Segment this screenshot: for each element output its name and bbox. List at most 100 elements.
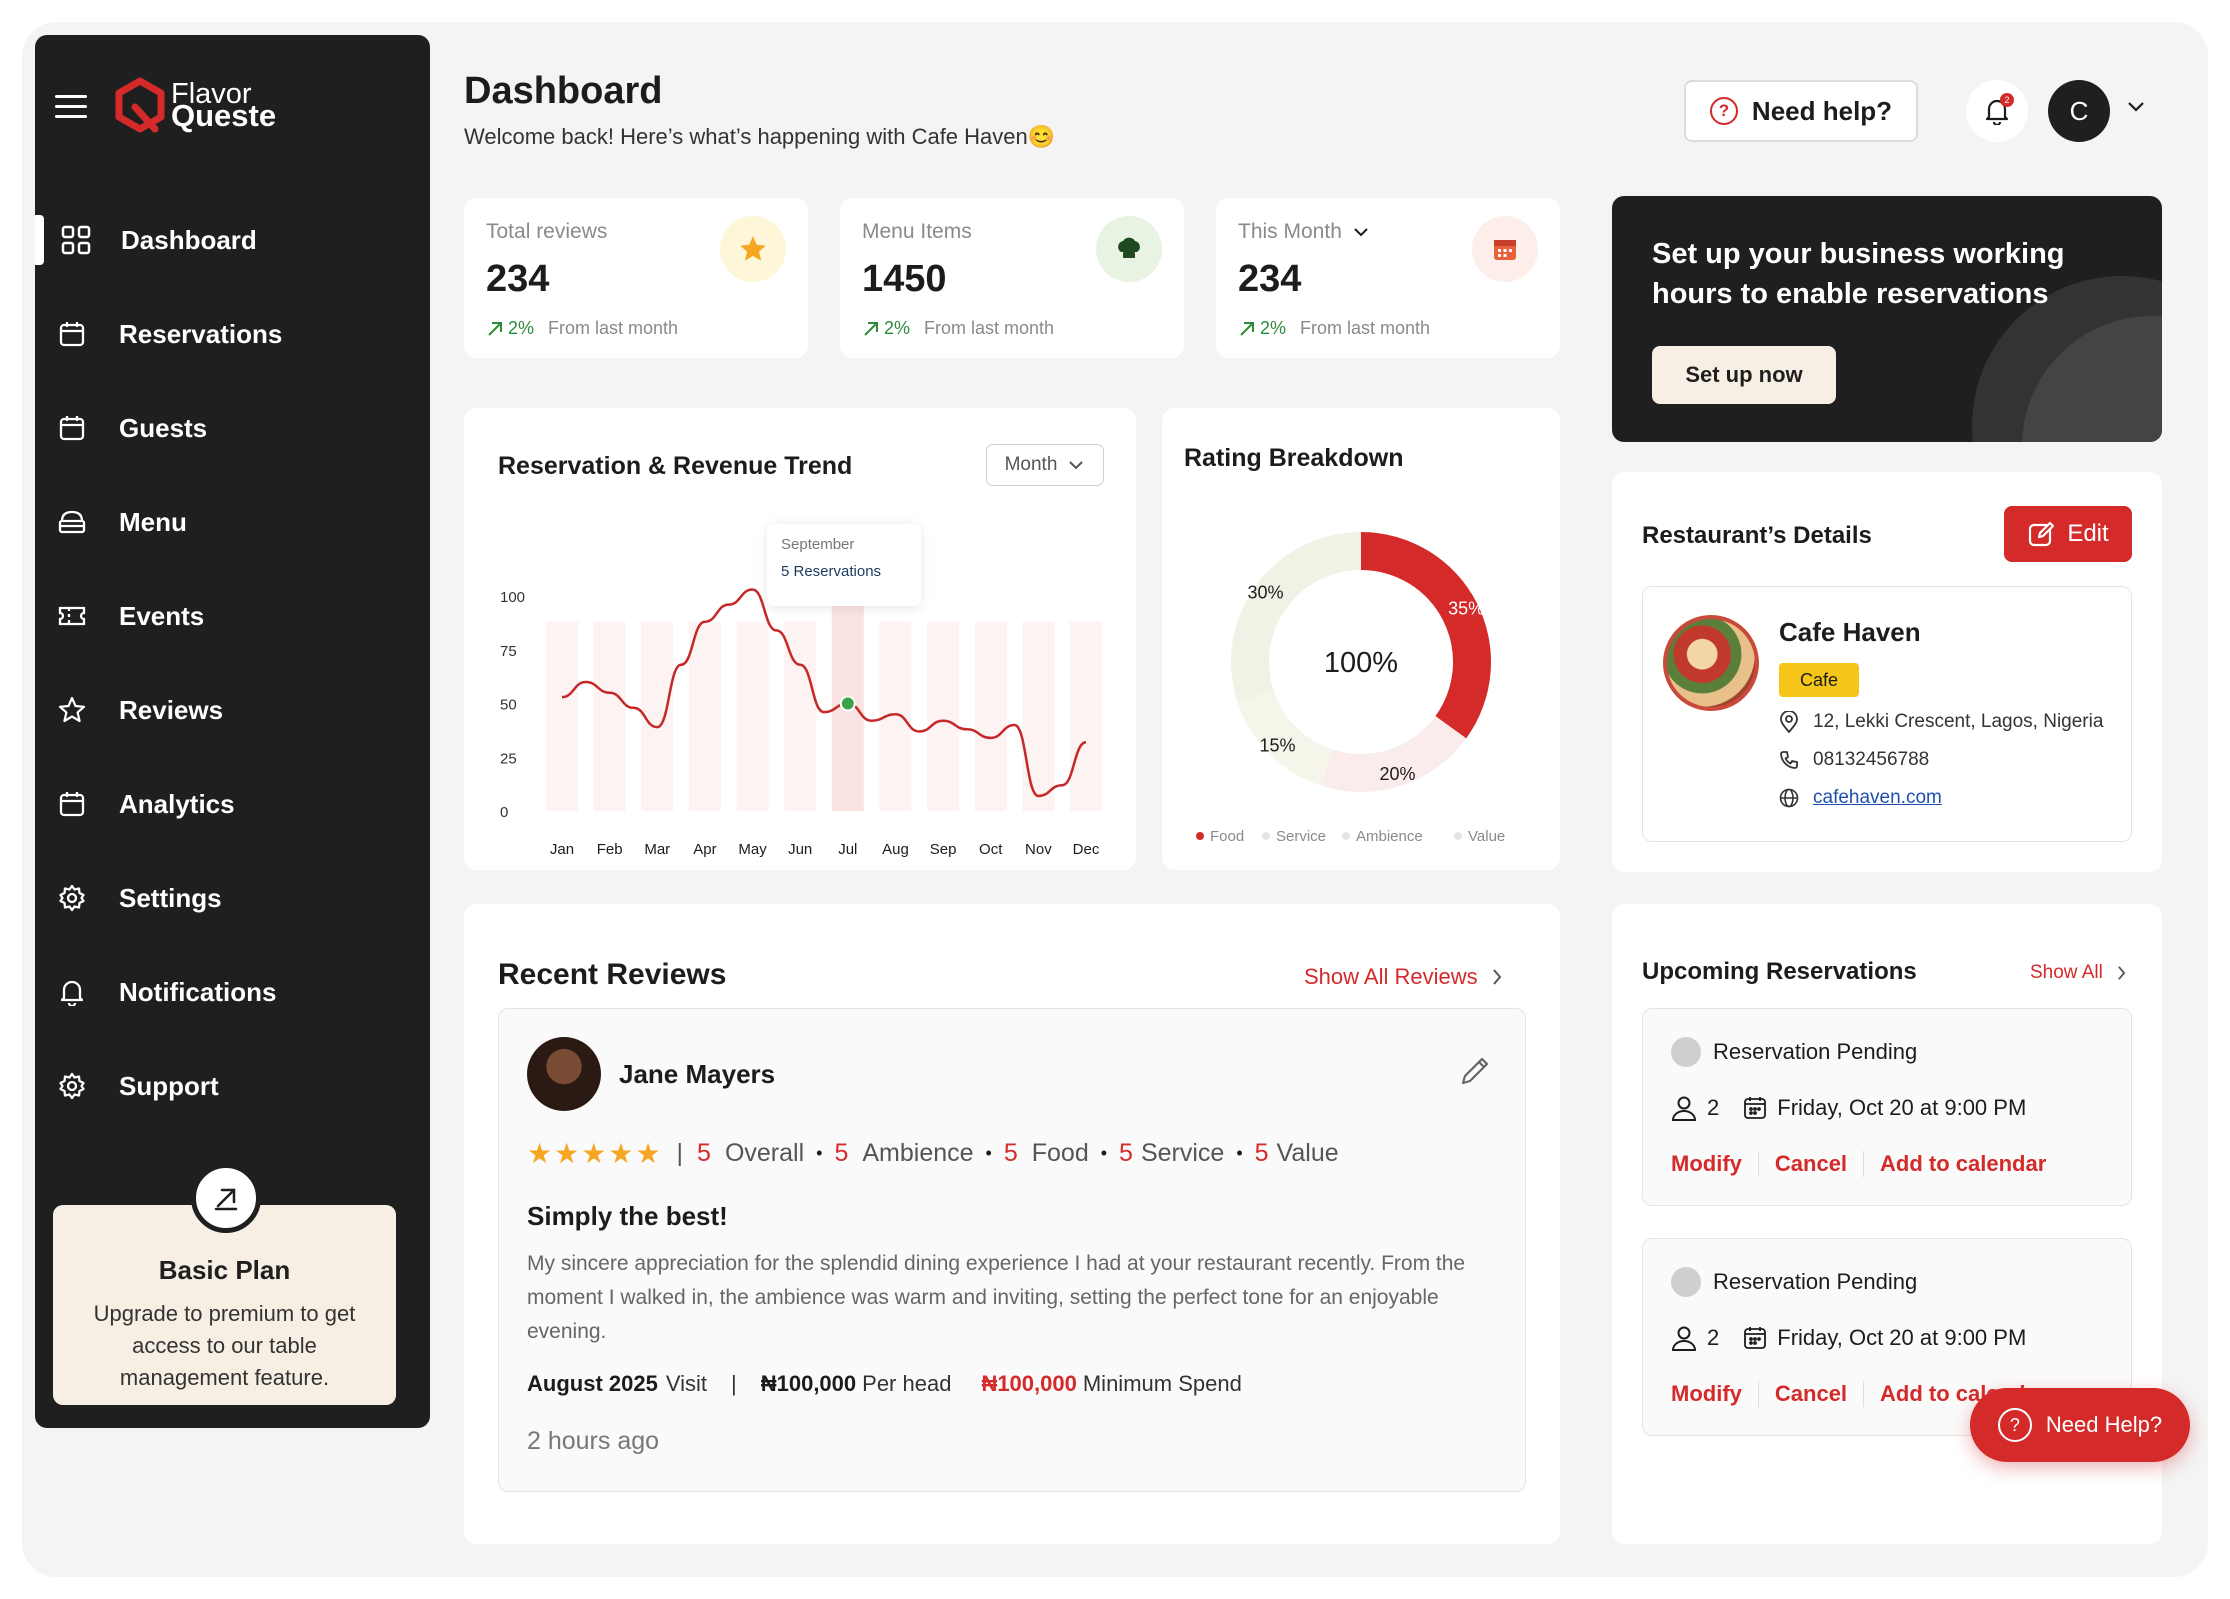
star-icon: ★	[635, 1138, 661, 1169]
add-to-calendar-button[interactable]: Add to calendar	[1880, 1151, 2047, 1176]
notification-count-badge: 2	[2000, 93, 2014, 107]
stat-label: This Month	[1238, 220, 1342, 243]
notifications-button[interactable]: 2	[1966, 80, 2028, 142]
divider: |	[731, 1371, 737, 1396]
modify-button[interactable]: Modify	[1671, 1151, 1742, 1176]
review-timestamp: 2 hours ago	[527, 1427, 660, 1455]
x-tick-label: Oct	[979, 841, 1003, 858]
sidebar-item-settings[interactable]: Settings	[35, 851, 430, 945]
stat-change-note: From last month	[1300, 318, 1431, 338]
chart-bar	[1070, 621, 1102, 811]
user-avatar[interactable]: C	[2048, 80, 2110, 142]
per-head-label: Per head	[862, 1371, 952, 1396]
restaurant-website-link[interactable]: cafehaven.com	[1813, 787, 1942, 808]
reservation-info: 2 Friday, Oct 20 at 9:00 PM	[1671, 1095, 2026, 1121]
show-all-reviews-link[interactable]: Show All Reviews	[1304, 964, 1502, 990]
dot-separator: •	[816, 1143, 823, 1163]
review-meta: August 2025 Visit | ₦100,000 Per head ₦1…	[527, 1371, 1242, 1397]
upgrade-plan-card[interactable]: Basic Plan Upgrade to premium to get acc…	[53, 1163, 396, 1405]
legend-dot	[1342, 832, 1350, 840]
highlight-point[interactable]	[839, 695, 856, 712]
chevron-down-icon	[1069, 461, 1084, 470]
sidebar-item-reservations[interactable]: Reservations	[35, 287, 430, 381]
page-title: Dashboard	[464, 70, 663, 112]
stat-change: 2% From last month	[486, 318, 678, 339]
chevron-down-icon[interactable]	[2126, 100, 2146, 114]
stat-change-note: From last month	[924, 318, 1055, 338]
arrow-up-right-icon	[864, 321, 878, 336]
modify-button[interactable]: Modify	[1671, 1381, 1742, 1406]
brand-line2: Queste	[171, 98, 277, 133]
period-dropdown[interactable]: Month	[986, 444, 1104, 486]
external-link-icon[interactable]	[191, 1163, 261, 1233]
need-help-button[interactable]: ? Need help?	[1684, 80, 1918, 142]
tooltip-value: 5 Reservations	[781, 563, 882, 580]
calendar-icon	[1472, 216, 1538, 282]
sidebar-nav: Dashboard Reservations Guests Menu	[35, 193, 430, 1133]
chevron-down-icon	[1354, 228, 1368, 237]
menu-icon	[57, 507, 87, 537]
period-select[interactable]: This Month	[1238, 220, 1370, 244]
sidebar: Flavor Queste Dashboard Reservations	[35, 35, 430, 1428]
brand-logo[interactable]: Flavor Queste	[113, 77, 276, 133]
edit-pencil-icon[interactable]	[1457, 1053, 1493, 1089]
sidebar-item-notifications[interactable]: Notifications	[35, 945, 430, 1039]
sidebar-item-support[interactable]: Support	[35, 1039, 430, 1133]
edit-button[interactable]: Edit	[2004, 506, 2132, 562]
sidebar-item-guests[interactable]: Guests	[35, 381, 430, 475]
restaurant-address: 12, Lekki Crescent, Lagos, Nigeria	[1813, 711, 2104, 732]
value-label: Value	[1276, 1139, 1339, 1167]
donut-slice[interactable]	[1361, 532, 1491, 739]
period-dropdown-value: Month	[1004, 454, 1058, 475]
reservation-status: Reservation Pending	[1671, 1267, 1917, 1297]
divider: |	[676, 1139, 684, 1167]
reservation-info: 2 Friday, Oct 20 at 9:00 PM	[1671, 1325, 2026, 1351]
set-up-now-button[interactable]: Set up now	[1652, 346, 1836, 404]
sidebar-item-events[interactable]: Events	[35, 569, 430, 663]
reservation-status-label: Reservation Pending	[1713, 1039, 1918, 1064]
show-all-reservations-link[interactable]: Show All	[2030, 962, 2126, 984]
star-icon: ★	[608, 1138, 634, 1169]
x-tick-label: Jun	[788, 841, 812, 858]
cancel-button[interactable]: Cancel	[1774, 1151, 1848, 1176]
stat-card-total-reviews: Total reviews 234 2% From last month	[464, 198, 808, 358]
stat-value: 234	[1238, 258, 1302, 300]
cancel-button[interactable]: Cancel	[1774, 1381, 1848, 1406]
restaurant-address-row: 12, Lekki Crescent, Lagos, Nigeria	[1779, 711, 2103, 733]
sidebar-item-label: Analytics	[119, 788, 235, 819]
min-spend-amount: ₦100,000	[981, 1371, 1077, 1396]
restaurant-photo	[1663, 615, 1759, 711]
stat-label: Total reviews	[486, 220, 608, 243]
reservation-revenue-trend-card: Reservation & Revenue Trend Month 100 75 5…	[464, 408, 1136, 870]
x-tick-label: Jul	[838, 841, 857, 858]
visit-date: August 2025	[527, 1371, 658, 1396]
y-tick-label: 25	[500, 750, 517, 767]
sidebar-item-menu[interactable]: Menu	[35, 475, 430, 569]
review-ratings: ★ ★ ★ ★ ★ | 5 Overall • 5 Ambience • 5 F…	[527, 1137, 1339, 1170]
stat-change-pct: 2%	[1260, 318, 1287, 338]
calendar-icon	[57, 413, 87, 443]
sidebar-item-dashboard[interactable]: Dashboard	[35, 193, 430, 287]
stat-change-pct: 2%	[508, 318, 535, 338]
sidebar-item-analytics[interactable]: Analytics	[35, 757, 430, 851]
x-tick-label: Aug	[882, 841, 909, 858]
dot-separator: •	[1236, 1143, 1243, 1163]
floating-need-help-button[interactable]: ? Need Help?	[1970, 1388, 2190, 1462]
floating-help-label: Need Help?	[2045, 1412, 2163, 1437]
trend-chart: 100 75 50 25 0 Jan Feb Mar Apr May Jun Jul Aug Sep Oct…	[500, 588, 1102, 858]
legend-label: Value	[1468, 828, 1505, 845]
sidebar-item-reviews[interactable]: Reviews	[35, 663, 430, 757]
upcoming-reservations-title: Upcoming Reservations	[1642, 958, 1917, 985]
sidebar-item-label: Notifications	[119, 976, 277, 1007]
review-body: My sincere appreciation for the splendid…	[527, 1252, 1466, 1343]
donut-slice[interactable]	[1320, 716, 1467, 792]
x-tick-label: May	[738, 841, 767, 858]
ambience-label: Ambience	[862, 1139, 974, 1167]
phone-icon	[1780, 751, 1798, 769]
hamburger-icon[interactable]	[55, 95, 87, 119]
reservation-status-label: Reservation Pending	[1713, 1269, 1918, 1294]
donut-slice[interactable]	[1231, 532, 1361, 703]
star-icon	[720, 216, 786, 282]
donut-slice[interactable]	[1237, 690, 1333, 786]
x-tick-label: Jan	[550, 841, 574, 858]
